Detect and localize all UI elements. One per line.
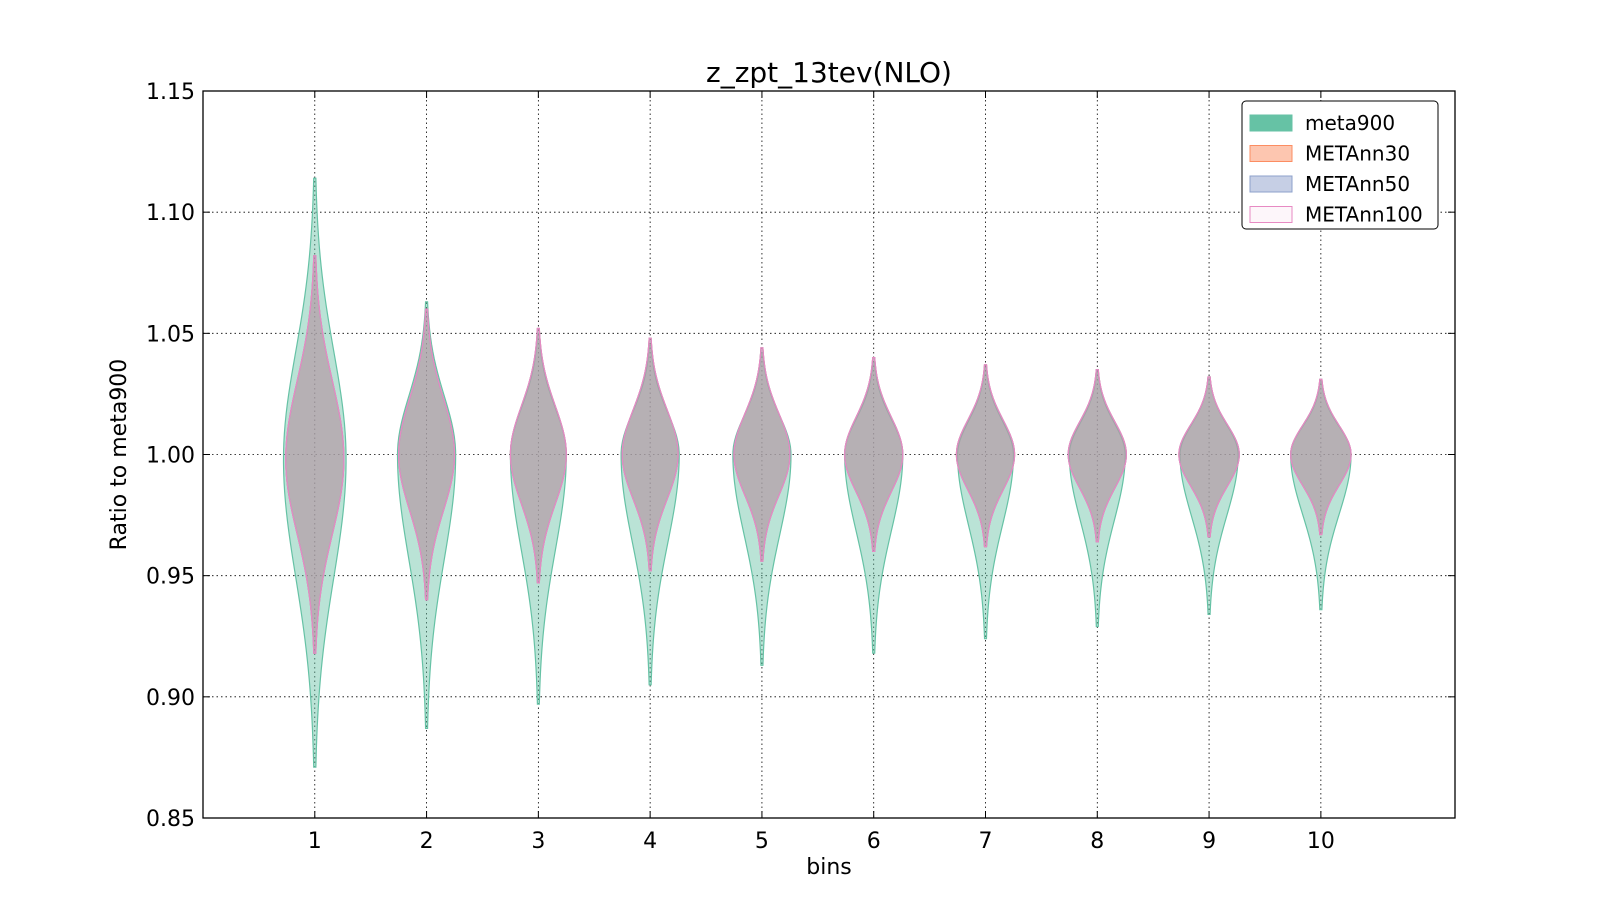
legend-label-METAnn50: METAnn50	[1305, 172, 1410, 196]
series-METAnn100	[285, 255, 1352, 654]
legend: meta900 METAnn30 METAnn50 METAnn100	[1241, 100, 1439, 230]
y-tick-label: 0.95	[146, 565, 195, 590]
y-tick-label: 1.10	[146, 201, 195, 226]
legend-swatch-METAnn50	[1249, 175, 1293, 193]
chart-title: z_zpt_13tev(NLO)	[706, 56, 952, 89]
violin-METAnn100-bin-1	[285, 255, 345, 654]
x-tick-label: 2	[420, 829, 434, 854]
legend-label-meta900: meta900	[1305, 111, 1395, 135]
y-tick-label: 1.00	[146, 444, 195, 469]
x-tick-label: 1	[308, 829, 322, 854]
violin-meta900-bin-2	[396, 301, 457, 729]
legend-label-METAnn30: METAnn30	[1305, 142, 1410, 166]
x-tick-label: 10	[1307, 829, 1335, 854]
violin-meta900-bin-1	[282, 177, 347, 768]
x-tick-label: 8	[1090, 829, 1104, 854]
y-tick-label: 1.05	[146, 322, 195, 347]
x-tick-label: 9	[1202, 829, 1216, 854]
x-tick-label: 6	[867, 829, 881, 854]
violin-METAnn100-bin-10	[1290, 378, 1352, 536]
violin-METAnn100-bin-8	[1067, 369, 1127, 543]
series-meta900	[282, 177, 1352, 768]
y-axis-label: Ratio to meta900	[107, 359, 132, 551]
y-tick-label: 0.90	[146, 686, 195, 711]
y-tick-label: 0.85	[146, 807, 195, 832]
violin-METAnn100-bin-9	[1178, 376, 1240, 538]
x-tick-label: 3	[531, 829, 545, 854]
violin-METAnn100-bin-2	[398, 308, 456, 601]
legend-swatch-METAnn100	[1249, 206, 1293, 223]
violin-METAnn100-bin-3	[509, 327, 567, 584]
x-tick-label: 7	[979, 829, 993, 854]
x-tick-label: 4	[643, 829, 657, 854]
x-tick-label: 5	[755, 829, 769, 854]
violins	[282, 177, 1352, 768]
legend-label-METAnn100: METAnn100	[1305, 203, 1423, 227]
legend-swatch-meta900	[1249, 114, 1293, 132]
y-tick-label: 1.15	[146, 80, 195, 105]
violin-METAnn100-bin-4	[621, 337, 679, 572]
x-axis-label: bins	[806, 855, 851, 880]
legend-box	[1241, 100, 1439, 230]
violin-METAnn100-bin-6	[844, 356, 904, 553]
axis-ticks: 0.85 0.90 0.95 1.00 1.05 1.10 1.15 1 2 3 4 5 6 7 8 9 10	[146, 80, 1455, 854]
violin-METAnn100-bin-5	[733, 347, 791, 562]
legend-swatch-METAnn30	[1249, 145, 1293, 162]
violin-METAnn100-bin-7	[955, 364, 1016, 548]
